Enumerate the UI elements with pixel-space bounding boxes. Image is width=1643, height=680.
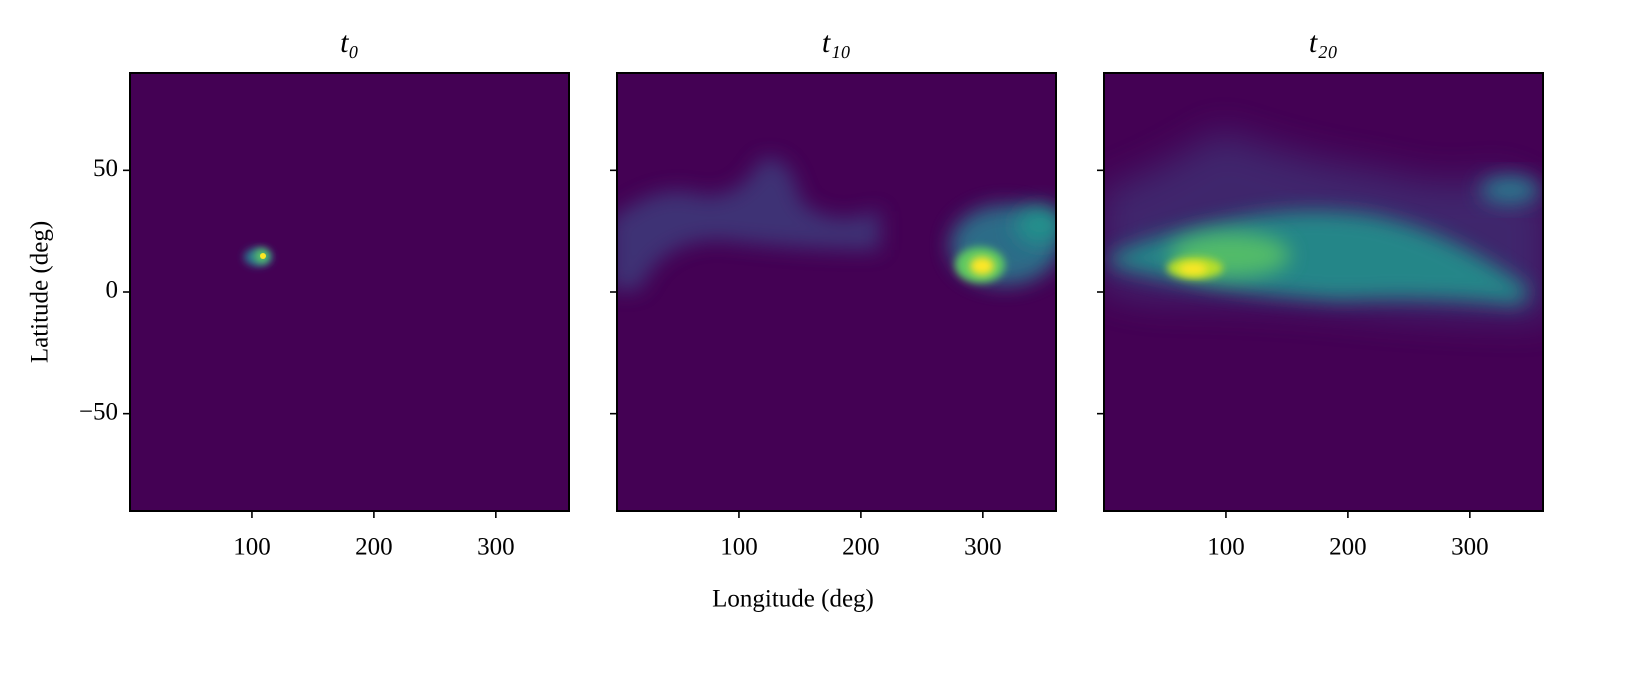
x-tick-label: 100 [720, 534, 758, 561]
heatmap-background [130, 73, 569, 511]
heatmap-background [617, 73, 1056, 511]
panel-title: t₁₀ [822, 26, 851, 59]
x-tick-label: 200 [355, 534, 393, 561]
y-tick-label: 0 [106, 277, 119, 304]
plume [244, 248, 272, 266]
panel-title: t₀ [340, 26, 359, 59]
plume [1104, 130, 1543, 320]
frames: t₀ 100 200 300 50 0 −50 t₁₀ 100 200 300 t₂₀ 100 200 30… [27, 26, 1544, 613]
x-axis-label: Longitude (deg) [712, 586, 874, 613]
x-tick-label: 300 [1451, 534, 1489, 561]
y-tick-label: −50 [79, 398, 118, 425]
x-tick-label: 200 [842, 534, 880, 561]
plume [617, 158, 1056, 290]
y-tick-label: 50 [93, 155, 118, 182]
plumes [244, 130, 1543, 320]
x-tick-label: 300 [964, 534, 1002, 561]
panel-title: t₂₀ [1309, 26, 1338, 59]
x-tick-label: 200 [1329, 534, 1367, 561]
x-tick-label: 300 [477, 534, 515, 561]
x-tick-label: 100 [233, 534, 271, 561]
y-axis-label: Latitude (deg) [27, 221, 54, 363]
x-tick-label: 100 [1207, 534, 1245, 561]
